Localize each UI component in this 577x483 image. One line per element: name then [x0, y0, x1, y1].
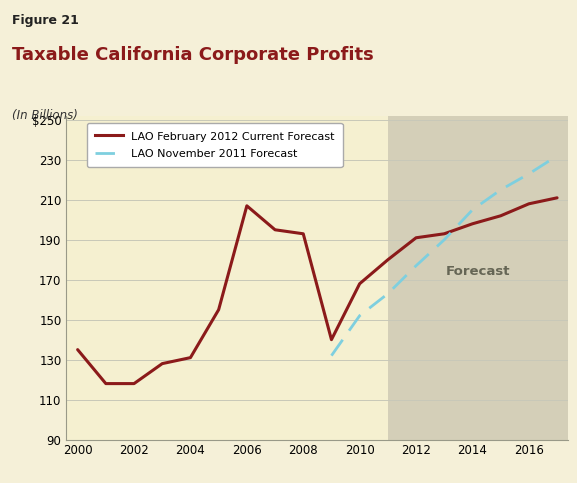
Text: Taxable California Corporate Profits: Taxable California Corporate Profits: [12, 46, 373, 64]
Text: Forecast: Forecast: [446, 265, 510, 278]
Text: Figure 21: Figure 21: [12, 14, 78, 28]
Bar: [388, 116, 577, 440]
Legend: LAO February 2012 Current Forecast, LAO November 2011 Forecast: LAO February 2012 Current Forecast, LAO …: [87, 123, 343, 167]
Text: (In Billions): (In Billions): [12, 109, 77, 122]
